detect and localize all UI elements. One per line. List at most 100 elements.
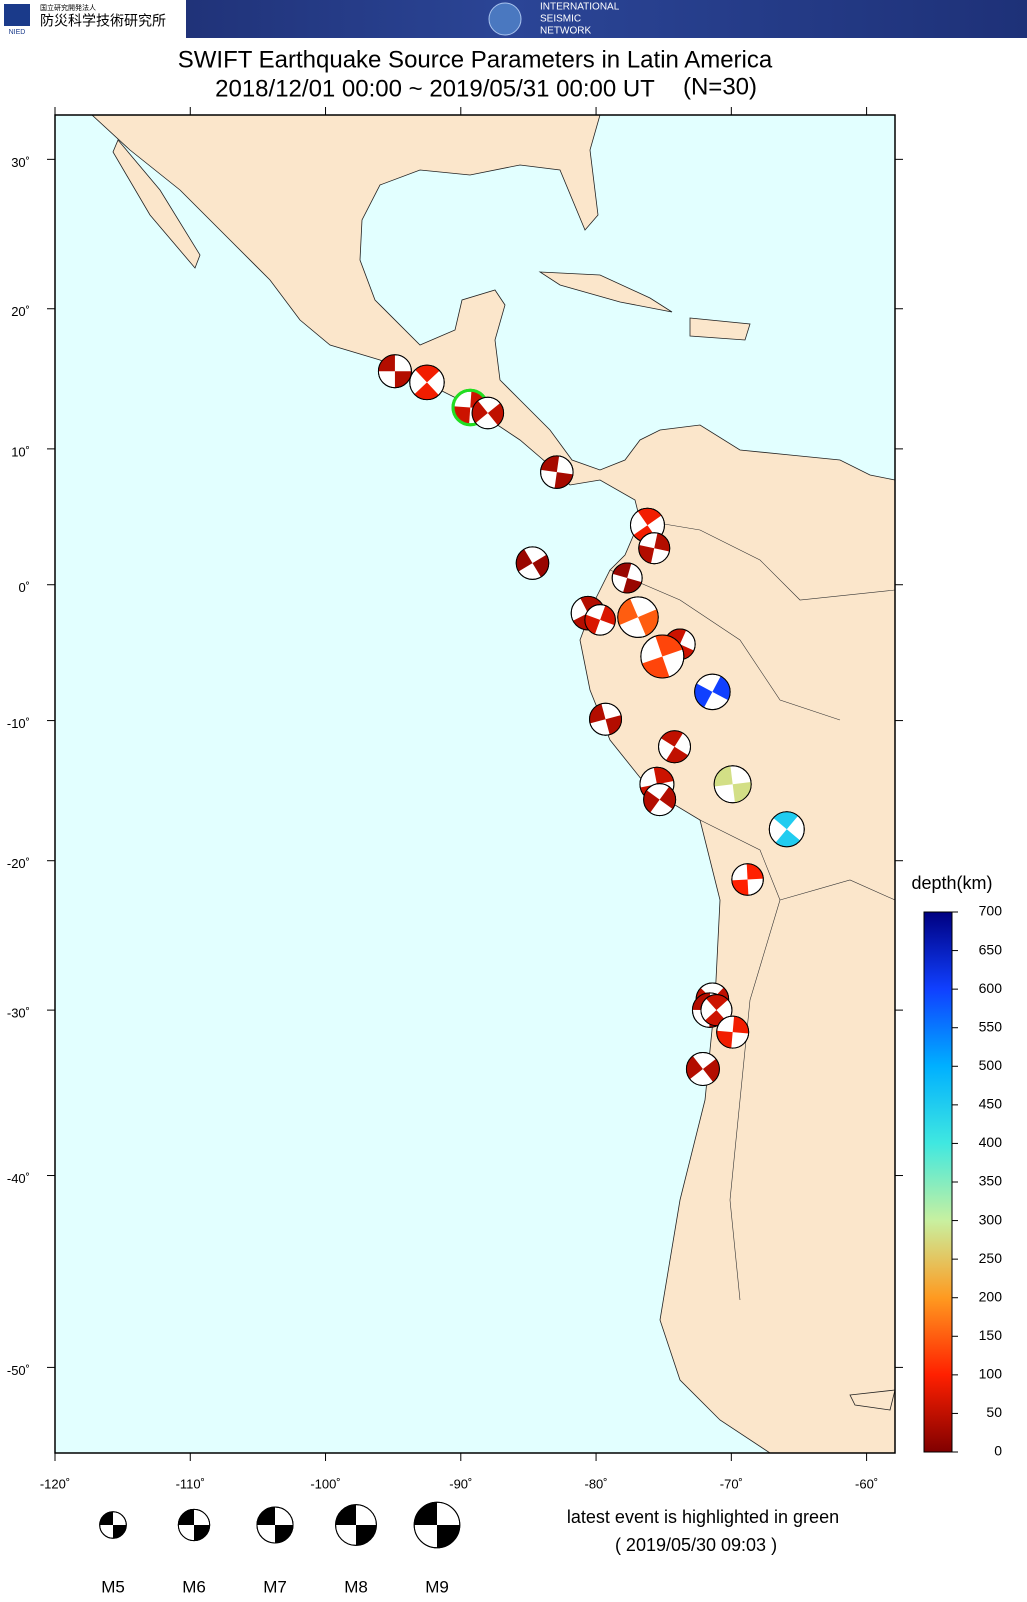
y-tick-label: -30˚ <box>7 1006 30 1021</box>
x-tick-label: -80˚ <box>585 1476 608 1491</box>
beachball <box>471 396 505 430</box>
title: SWIFT Earthquake Source Parameters in La… <box>178 46 773 73</box>
ball-quadrant <box>706 994 728 1011</box>
magnitude-label: M5 <box>101 1577 125 1596</box>
ball-quadrant <box>540 455 560 473</box>
ball-quadrant <box>356 1525 377 1546</box>
ball-quadrant <box>580 596 603 614</box>
ball-quadrant <box>732 1016 749 1034</box>
ball-quadrant <box>732 781 752 803</box>
y-tick-label: 20˚ <box>11 304 30 319</box>
colorbar <box>923 911 953 1453</box>
colorbar-tick-label: 400 <box>979 1134 1003 1150</box>
ball-quadrant <box>660 730 683 747</box>
ball-quadrant <box>617 598 638 626</box>
logo-box <box>0 0 186 38</box>
beachball <box>589 702 623 736</box>
subtitle: 2018/12/01 00:00 ~ 2019/05/31 00:00 UT <box>215 75 655 102</box>
ball-outline <box>409 364 445 401</box>
colorbar-tick-label: 250 <box>979 1250 1003 1266</box>
borders <box>609 519 895 1301</box>
network-line: INTERNATIONAL <box>540 2 620 13</box>
beachball <box>584 604 616 636</box>
beachball <box>617 596 659 638</box>
count-label: (N=30) <box>683 73 757 100</box>
beachball <box>540 455 574 489</box>
x-tick-label: -70˚ <box>720 1476 743 1491</box>
ball-outline <box>335 1504 377 1546</box>
ball-quadrant <box>532 554 549 578</box>
fuegia <box>849 1389 895 1411</box>
ball-quadrant <box>637 609 659 636</box>
org-name: 防災科学技術研究所 <box>40 13 166 29</box>
ball-quadrant <box>702 1058 720 1083</box>
ball-quadrant <box>773 811 799 830</box>
ball-outline <box>768 811 805 848</box>
ball-outline <box>716 1015 750 1049</box>
ball-quadrant <box>554 472 573 489</box>
beachball <box>413 1501 461 1549</box>
ball-quadrant <box>665 629 687 645</box>
beachball <box>658 730 692 764</box>
x-tick-label: -100˚ <box>310 1476 340 1491</box>
beachball <box>335 1504 377 1546</box>
ball-outline <box>515 546 550 580</box>
colorbar-label: depth(km) <box>911 873 992 893</box>
ball-quadrant <box>653 767 674 785</box>
ball-quadrant <box>453 406 471 425</box>
beachball <box>409 364 445 401</box>
ball-quadrant <box>256 1506 275 1525</box>
colorbar-tick-label: 50 <box>986 1404 1002 1420</box>
org-small: 国立研究開発法人 <box>40 3 96 12</box>
beachball <box>611 562 643 594</box>
ball-outline <box>658 730 692 764</box>
ball-outline <box>584 604 616 636</box>
ball-quadrant <box>178 1509 194 1525</box>
ball-quadrant <box>775 829 801 847</box>
hispaniola <box>689 317 751 341</box>
isn-globe <box>488 2 522 36</box>
ball-quadrant <box>472 400 488 423</box>
ball-quadrant <box>378 354 395 372</box>
ball-quadrant <box>415 365 440 383</box>
ball-quadrant <box>666 746 689 763</box>
ball-outline <box>731 863 764 896</box>
x-tick-label: -90˚ <box>449 1476 472 1491</box>
ball-quadrant <box>113 1525 127 1539</box>
ball-outline <box>256 1506 294 1544</box>
ball-quadrant <box>335 1504 356 1525</box>
ball-quadrant <box>194 1525 210 1541</box>
colorbar-tick-label: 450 <box>979 1096 1003 1112</box>
beachball <box>177 1508 211 1542</box>
beachball <box>716 1015 750 1049</box>
logo-mark <box>4 4 30 26</box>
ball-outline <box>589 702 623 736</box>
colorbar-tick-label: 300 <box>979 1211 1003 1227</box>
y-tick-label: -50˚ <box>7 1363 30 1378</box>
ball-quadrant <box>686 1056 703 1080</box>
ball-outline <box>99 1511 127 1539</box>
y-tick-label: 30˚ <box>11 155 30 170</box>
colorbar-tick-label: 200 <box>979 1288 1003 1304</box>
beachball <box>768 811 805 848</box>
y-tick-label: -40˚ <box>7 1171 30 1186</box>
x-tick-label: -120˚ <box>40 1476 70 1491</box>
ball-outline <box>540 455 574 489</box>
ball-outline <box>643 783 677 817</box>
colorbar-tick-label: 700 <box>979 903 1003 919</box>
colorbar-tick-label: 150 <box>979 1327 1003 1343</box>
ball-outline <box>471 396 505 430</box>
baja <box>112 139 201 269</box>
beachball <box>377 354 412 389</box>
ball-outline <box>640 634 685 679</box>
latest-time: ( 2019/05/30 09:03 ) <box>615 1535 777 1555</box>
y-tick-label: 10˚ <box>11 444 30 459</box>
y-tick-label: -10˚ <box>7 716 30 731</box>
ball-outline <box>611 562 643 594</box>
beachball <box>713 765 752 804</box>
network-line: SEISMIC <box>540 14 581 25</box>
ball-quadrant <box>414 1502 437 1525</box>
network-line: NETWORK <box>540 26 591 37</box>
ball-outline <box>177 1508 211 1542</box>
